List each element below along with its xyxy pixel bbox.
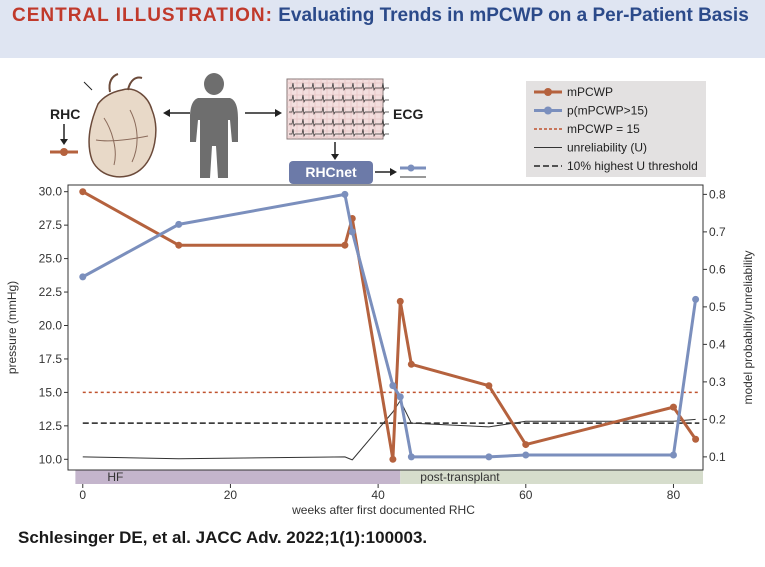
y2-tick-label: 0.8 (709, 187, 726, 201)
rhc-arrowhead (60, 139, 68, 145)
data-point (522, 441, 530, 449)
x-tick-label: 80 (667, 488, 681, 502)
ecg-label: ECG (393, 106, 423, 122)
x-tick-label: 40 (371, 488, 385, 502)
y-tick-label: 30.0 (39, 185, 63, 199)
y-tick-label: 25.0 (39, 252, 63, 266)
y-tick-label: 10.0 (39, 452, 63, 466)
plot-frame (67, 184, 704, 471)
legend-entry: 10% highest U threshold (534, 159, 698, 173)
x-tick-label: 60 (519, 488, 533, 502)
rhcnet-box (289, 161, 373, 184)
data-point (389, 455, 397, 463)
phase-label: post-transplant (420, 470, 500, 484)
rhc-label: RHC (50, 106, 80, 122)
legend-marker (544, 88, 552, 96)
chart-area: HF post-transplant 0 20 40 60 80 weeks after fi… (5, 184, 755, 517)
figure-frame: RHC ECG (0, 58, 765, 520)
heart-illustration (83, 73, 157, 178)
data-point (692, 295, 700, 303)
data-point (396, 297, 404, 305)
x-tick-label: 0 (79, 488, 86, 502)
data-point (389, 382, 397, 390)
series-group (79, 188, 700, 463)
y-tick-label: 27.5 (39, 218, 63, 232)
data-point (522, 451, 530, 459)
data-point (396, 393, 404, 401)
header-title: CENTRAL ILLUSTRATION: Evaluating Trends … (12, 4, 757, 28)
legend-label: 10% highest U threshold (567, 159, 698, 173)
y2-tick-label: 0.6 (709, 262, 726, 276)
patient-silhouette (190, 73, 238, 178)
legend-label: mPCWP = 15 (567, 122, 640, 136)
series-line (82, 192, 698, 459)
series-line (82, 190, 697, 461)
data-point (669, 403, 677, 411)
citation: Schlesinger DE, et al. JACC Adv. 2022;1(… (18, 528, 428, 547)
legend-label: mPCWP (567, 85, 613, 99)
legend-entry: mPCWP = 15 (534, 122, 640, 136)
data-point (79, 273, 87, 281)
rhc-marker-symbol (60, 148, 68, 156)
phase-band-hf (75, 470, 401, 484)
y2-tick-label: 0.5 (709, 300, 726, 314)
phase-label: HF (107, 470, 123, 484)
data-point (341, 190, 349, 198)
header-subtitle: Evaluating Trends in mPCWP on a Per-Pati… (278, 5, 749, 26)
y2-tick-label: 0.2 (709, 412, 726, 426)
series-group (79, 190, 700, 461)
data-point (692, 435, 700, 443)
y-tick-label: 22.5 (39, 285, 63, 299)
y-tick-label: 20.0 (39, 318, 63, 332)
data-point (669, 451, 677, 459)
legend-entry: mPCWP (534, 85, 613, 99)
data-point (175, 241, 183, 249)
data-point (485, 382, 493, 390)
data-point (341, 241, 349, 249)
data-point (79, 188, 87, 196)
y-tick-label: 17.5 (39, 352, 63, 366)
figure-svg: RHC ECG (5, 73, 755, 517)
arrow-to-heart-head (163, 109, 170, 117)
y-tick-label: 12.5 (39, 419, 63, 433)
arrow-to-ecg-head (275, 109, 282, 117)
data-point (348, 228, 356, 236)
y2-axis-label: model probability/unreliability (741, 250, 755, 404)
header-lead: CENTRAL ILLUSTRATION: (12, 5, 273, 26)
x-tick-label: 20 (224, 488, 238, 502)
arrow-ecg-to-model-head (331, 154, 339, 160)
legend: mPCWP p(mPCWP>15) mPCWP = 15 unreliability … (526, 81, 706, 177)
ecg-strip (286, 78, 389, 140)
legend-label: p(mPCWP>15) (567, 104, 648, 118)
legend-label: unreliability (U) (567, 141, 647, 155)
phase-band-post-transplant (400, 470, 703, 484)
data-point (407, 360, 415, 368)
arrow-model-output-head (390, 168, 397, 176)
y2-tick-label: 0.3 (709, 375, 726, 389)
model-output-prob-marker (407, 164, 415, 172)
y-axis-label: pressure (mmHg) (5, 281, 19, 374)
y2-tick-label: 0.7 (709, 225, 726, 239)
rhcnet-label: RHCnet (305, 164, 357, 180)
legend-entry: unreliability (U) (534, 141, 647, 155)
legend-entry: p(mPCWP>15) (534, 104, 648, 118)
y2-tick-label: 0.4 (709, 337, 726, 351)
y-tick-label: 15.0 (39, 385, 63, 399)
data-point (485, 453, 493, 461)
data-point (175, 220, 183, 228)
x-axis-label: weeks after first documented RHC (291, 503, 475, 517)
legend-marker (544, 106, 552, 115)
y2-tick-label: 0.1 (709, 450, 726, 464)
data-point (407, 453, 415, 461)
header-banner: CENTRAL ILLUSTRATION: Evaluating Trends … (0, 0, 765, 58)
